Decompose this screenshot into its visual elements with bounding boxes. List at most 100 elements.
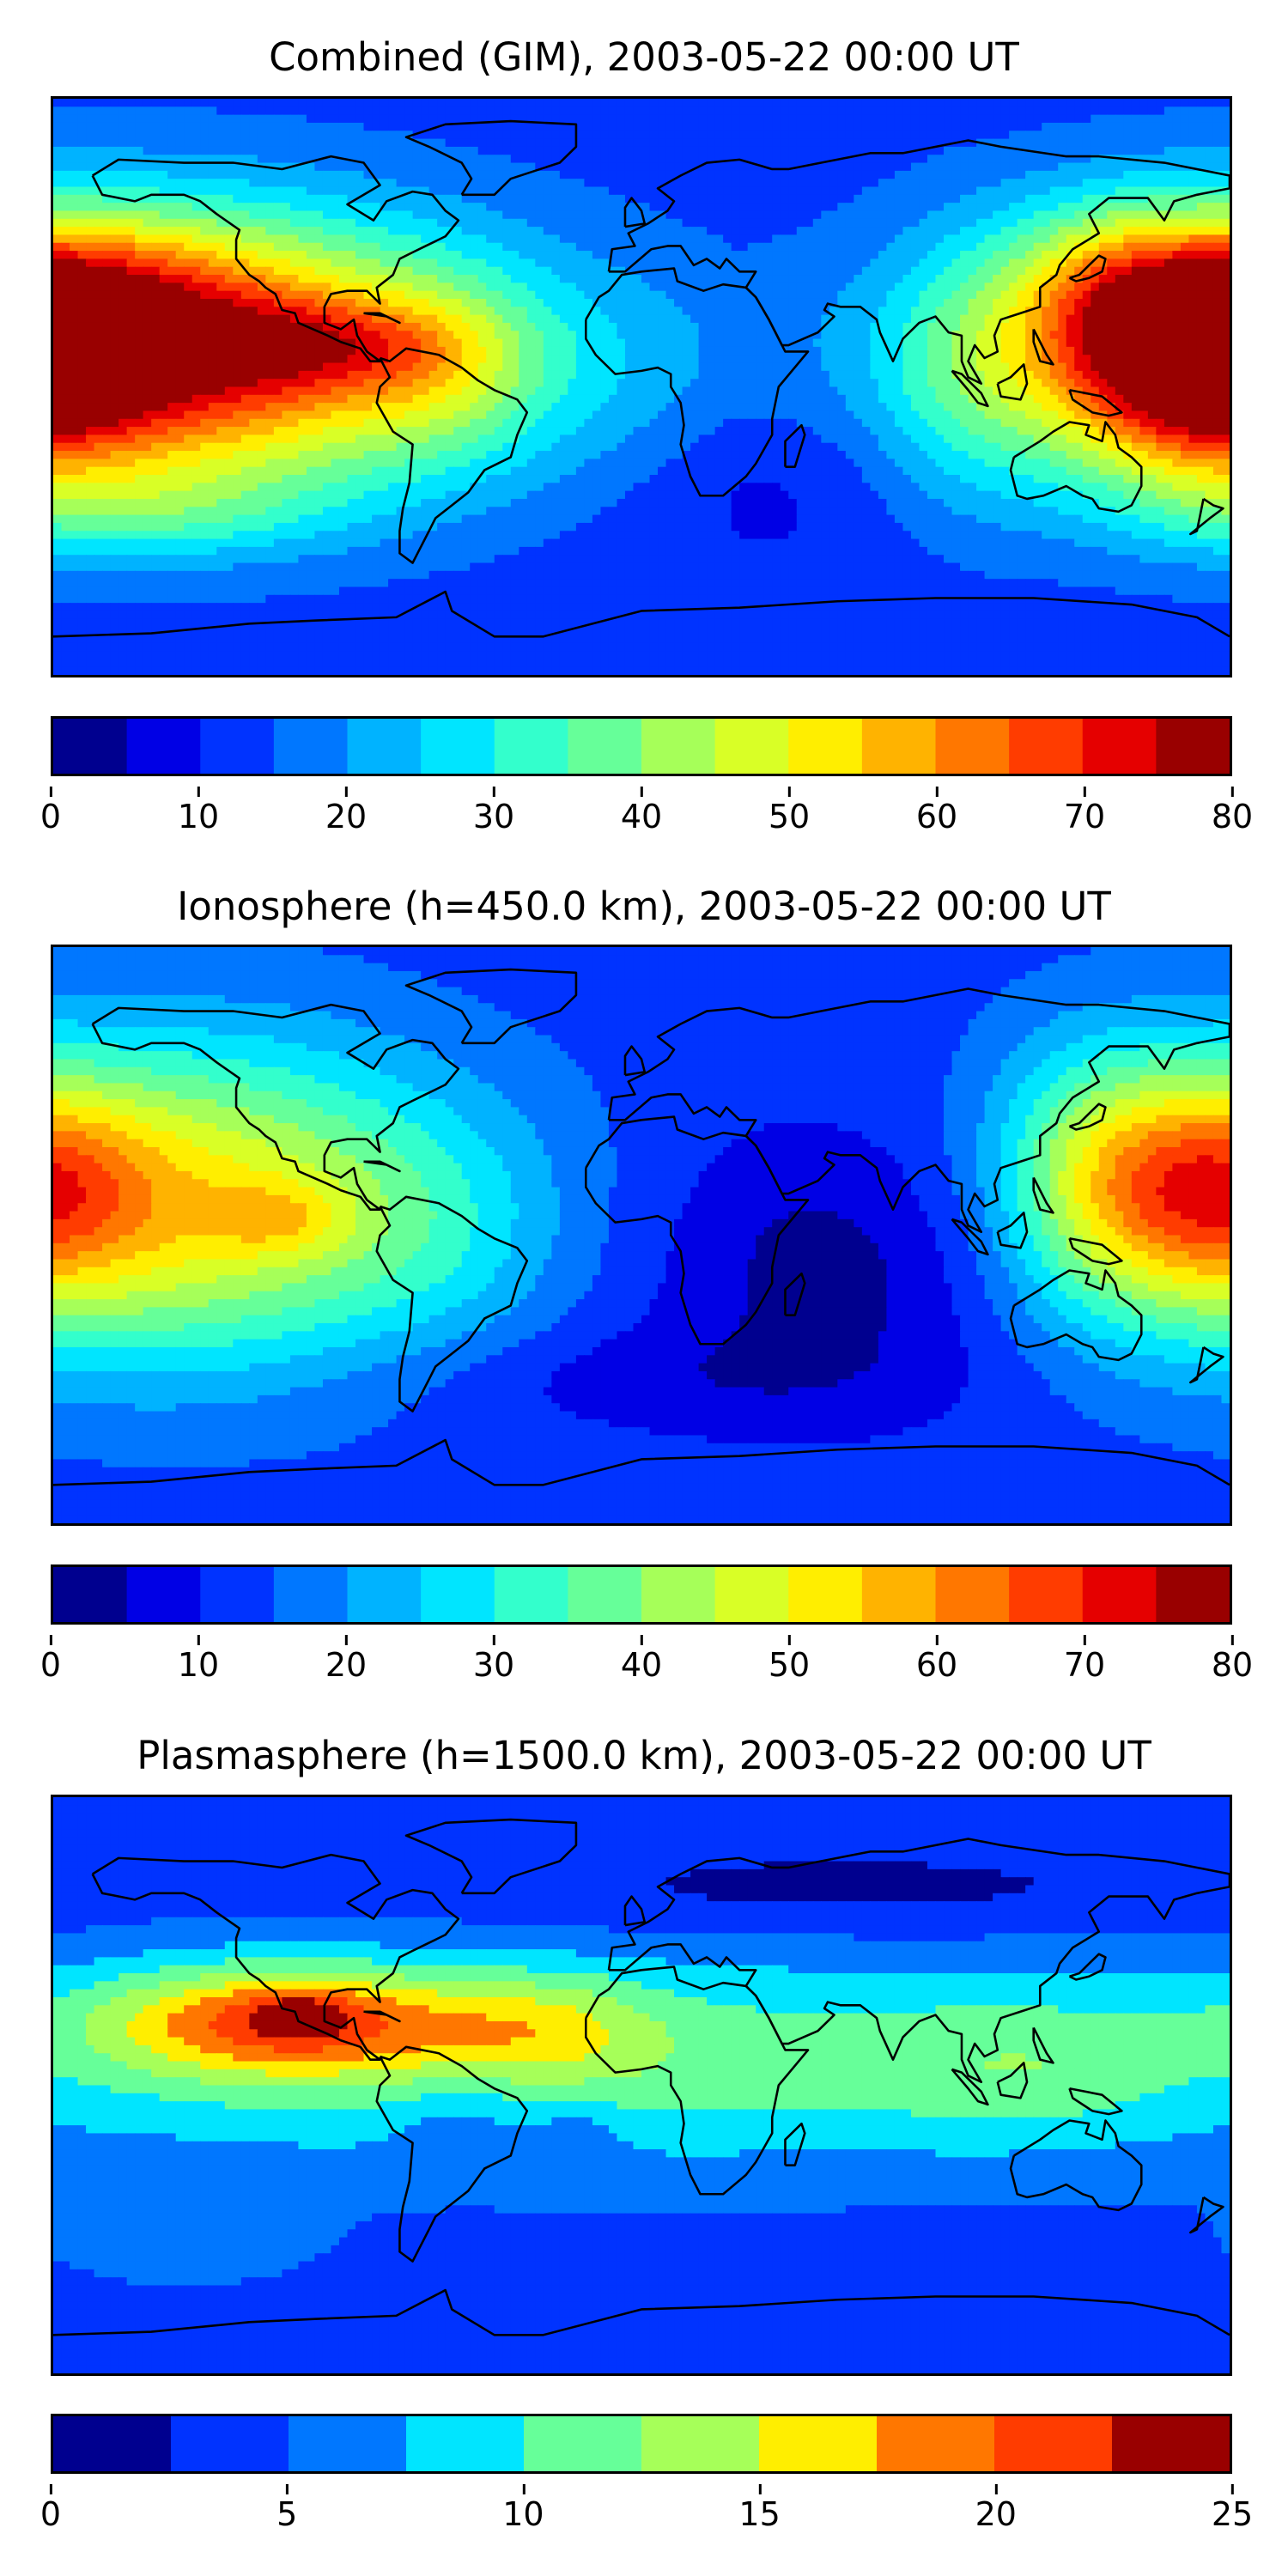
coastline-13 bbox=[1068, 2087, 1123, 2116]
colorbar-bin bbox=[568, 719, 642, 774]
colorbar-bin bbox=[1156, 719, 1230, 774]
colorbar-bin bbox=[861, 1567, 936, 1622]
coastline-15 bbox=[1032, 328, 1054, 366]
colorbar-tick-label: 0 bbox=[40, 2484, 61, 2534]
colorbar-tick-label: 80 bbox=[1212, 1635, 1253, 1685]
colorbar-tick-label: 25 bbox=[1212, 2484, 1253, 2534]
field-raster bbox=[53, 947, 1230, 1523]
colorbar-tick-label: 15 bbox=[738, 2484, 781, 2534]
coastlines bbox=[53, 119, 1230, 638]
coastline-15 bbox=[1032, 1176, 1054, 1214]
colorbar-tick-label: 0 bbox=[40, 1635, 61, 1685]
colorbar-bin bbox=[1009, 719, 1084, 774]
colorbar-svg-plasmasphere bbox=[53, 2416, 1230, 2471]
field-raster bbox=[53, 1797, 1230, 2373]
colorbar-tick-label: 40 bbox=[621, 1635, 662, 1685]
panel-title-combined: Combined (GIM), 2003-05-22 00:00 UT bbox=[0, 34, 1288, 81]
coastline-12 bbox=[1189, 2196, 1224, 2234]
colorbar-tick-label: 20 bbox=[325, 787, 367, 836]
coastline-6 bbox=[53, 590, 1230, 638]
colorbar-bin bbox=[53, 1567, 128, 1622]
colorbar-ticks-combined: 0 10 20 30 40 50 60 70 80 bbox=[40, 787, 1253, 848]
colorbar-bin bbox=[788, 719, 863, 774]
coastline-0 bbox=[91, 1853, 460, 2061]
panel-title-ionosphere: Ionosphere (h=450.0 km), 2003-05-22 00:0… bbox=[0, 884, 1288, 930]
coastline-5 bbox=[404, 119, 578, 197]
colorbar-bin bbox=[568, 1567, 642, 1622]
coastline-8 bbox=[996, 2062, 1029, 2099]
colorbar-bin bbox=[494, 719, 568, 774]
coastline-4 bbox=[1009, 1269, 1143, 1362]
coastline-9 bbox=[1068, 254, 1107, 283]
colorbar-tick-label: 80 bbox=[1212, 787, 1253, 836]
coastline-3 bbox=[584, 1115, 810, 1346]
colorbar-tick-label: 20 bbox=[325, 1635, 367, 1685]
colorbar-tick-label: 70 bbox=[1064, 787, 1105, 836]
colorbar-tick-label: 50 bbox=[769, 787, 810, 836]
colorbar-bin bbox=[421, 719, 495, 774]
coastlines bbox=[53, 968, 1230, 1486]
colorbar-ticks-plasmasphere: 0 5 10 15 20 25 bbox=[40, 2484, 1253, 2546]
colorbar-bin bbox=[1009, 1567, 1084, 1622]
colorbar-bin bbox=[126, 1567, 201, 1622]
coastline-7 bbox=[951, 2068, 989, 2106]
colorbar-ionosphere bbox=[51, 1564, 1232, 1625]
colorbar-bin bbox=[53, 719, 128, 774]
colorbar-bin bbox=[935, 719, 1010, 774]
colorbar-bin bbox=[524, 2416, 642, 2471]
coastline-1 bbox=[375, 1195, 529, 1413]
colorbar-ticks-ionosphere: 0 10 20 30 40 50 60 70 80 bbox=[40, 1635, 1253, 1697]
colorbar-bin bbox=[171, 2416, 289, 2471]
colorbar-bin bbox=[1082, 1567, 1157, 1622]
colorbar-bin bbox=[347, 719, 422, 774]
colorbar-combined bbox=[51, 716, 1232, 776]
coastline-11 bbox=[784, 1272, 806, 1316]
field-raster bbox=[53, 99, 1230, 675]
colorbar-tick-label: 10 bbox=[502, 2484, 544, 2534]
coastline-6 bbox=[53, 1438, 1230, 1486]
coastline-14 bbox=[363, 1160, 401, 1173]
colorbar-bin bbox=[494, 1567, 568, 1622]
colorbar-bin bbox=[788, 1567, 863, 1622]
map-ionosphere bbox=[51, 945, 1232, 1526]
colorbar-tick-label: 50 bbox=[769, 1635, 810, 1685]
coastline-7 bbox=[951, 1218, 989, 1256]
colorbar-bin bbox=[273, 1567, 348, 1622]
colorbar-bin bbox=[200, 1567, 275, 1622]
coastline-4 bbox=[1009, 2119, 1143, 2212]
coastline-13 bbox=[1068, 1237, 1123, 1266]
colorbar-bin bbox=[347, 1567, 422, 1622]
colorbar-bin bbox=[273, 719, 348, 774]
coastline-10 bbox=[623, 1895, 647, 1927]
colorbar-bin bbox=[759, 2416, 878, 2471]
coastline-10 bbox=[623, 1045, 647, 1077]
coastline-7 bbox=[951, 369, 989, 408]
coastline-6 bbox=[53, 2288, 1230, 2336]
colorbar-tick-label: 40 bbox=[621, 787, 662, 836]
colorbar-svg-ionosphere bbox=[53, 1567, 1230, 1622]
colorbar-tick-label: 0 bbox=[40, 787, 61, 836]
map-combined bbox=[51, 96, 1232, 677]
colorbar-bin bbox=[1156, 1567, 1230, 1622]
colorbar-tick-label: 10 bbox=[178, 787, 219, 836]
colorbar-tick-label: 5 bbox=[276, 2484, 297, 2534]
colorbar-tick-label: 20 bbox=[975, 2484, 1017, 2534]
coastline-12 bbox=[1189, 497, 1224, 536]
colorbar-tick-label: 30 bbox=[473, 1635, 514, 1685]
colorbar-svg-combined bbox=[53, 719, 1230, 774]
map-svg-ionosphere bbox=[53, 947, 1230, 1523]
coastline-4 bbox=[1009, 421, 1143, 513]
colorbar-tick-label: 30 bbox=[473, 787, 514, 836]
coastlines bbox=[53, 1818, 1230, 2336]
panel-title-plasmasphere: Plasmasphere (h=1500.0 km), 2003-05-22 0… bbox=[0, 1733, 1288, 1779]
coastline-5 bbox=[404, 1818, 578, 1895]
coastline-12 bbox=[1189, 1346, 1224, 1384]
colorbar-bin bbox=[1082, 719, 1157, 774]
colorbar-bin bbox=[406, 2416, 525, 2471]
map-svg-combined bbox=[53, 99, 1230, 675]
colorbar-bin bbox=[641, 719, 716, 774]
colorbar-bin bbox=[994, 2416, 1113, 2471]
coastline-0 bbox=[91, 155, 460, 362]
coastline-10 bbox=[623, 197, 647, 228]
colorbar-bin bbox=[877, 2416, 995, 2471]
